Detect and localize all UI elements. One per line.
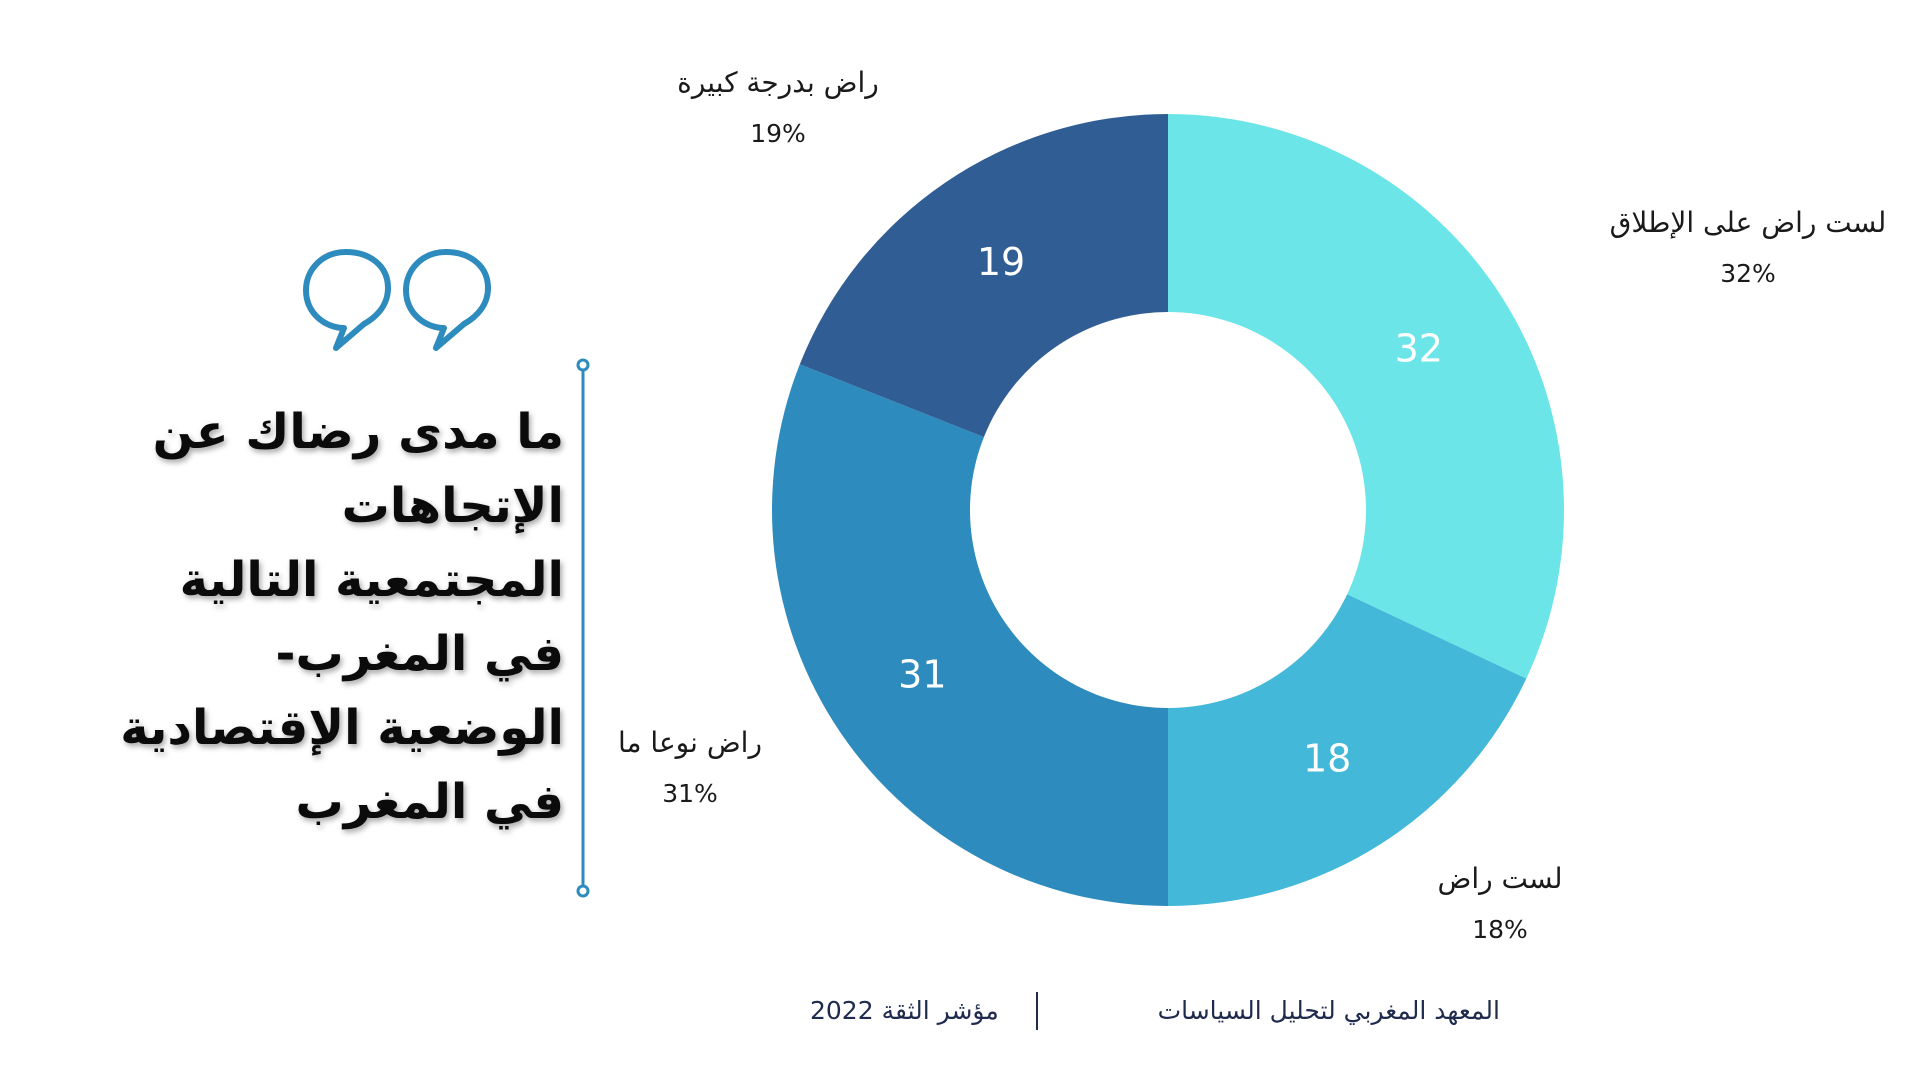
slice-value-label: 18 [1303,736,1351,780]
slice-category-label: راض نوعا ما [618,726,762,759]
title-line: ما مدى رضاك عن [152,404,564,460]
slice-category-label: راض بدرجة كبيرة [677,66,879,99]
donut-slice [799,113,1168,438]
footer-separator [1036,992,1038,1030]
slice-percent-label: 31% [662,779,718,808]
slice-category-label: لست راض على الإطلاق [1610,206,1887,239]
footer-institute: المعهد المغربي لتحليل السياسات [1157,996,1500,1025]
slice-percent-label: 18% [1472,915,1528,944]
slice-value-label: 32 [1395,326,1443,370]
title-divider [576,358,590,898]
quote-icon [303,249,491,351]
donut-slice [1168,594,1527,906]
footer-index: مؤشر الثقة 2022 [810,996,999,1025]
title-line: المجتمعية التالية [179,552,564,608]
footer: المعهد المغربي لتحليل السياسات مؤشر الثق… [800,992,1500,1038]
title-line: في المغرب [295,774,564,830]
slice-value-label: 19 [977,240,1025,284]
donut-slice [772,364,1168,907]
donut-slice [1168,114,1564,679]
slice-category-label: لست راض [1437,862,1562,895]
slice-value-label: 31 [898,652,946,696]
title-line: في المغرب- [275,626,564,682]
title-line: الوضعية الإقتصادية [120,700,564,756]
slice-percent-label: 32% [1720,259,1776,288]
slice-percent-label: 19% [750,119,806,148]
chart-title: ما مدى رضاك عن الإتجاهات المجتمعية التال… [4,395,564,839]
title-line: الإتجاهات [341,478,564,534]
